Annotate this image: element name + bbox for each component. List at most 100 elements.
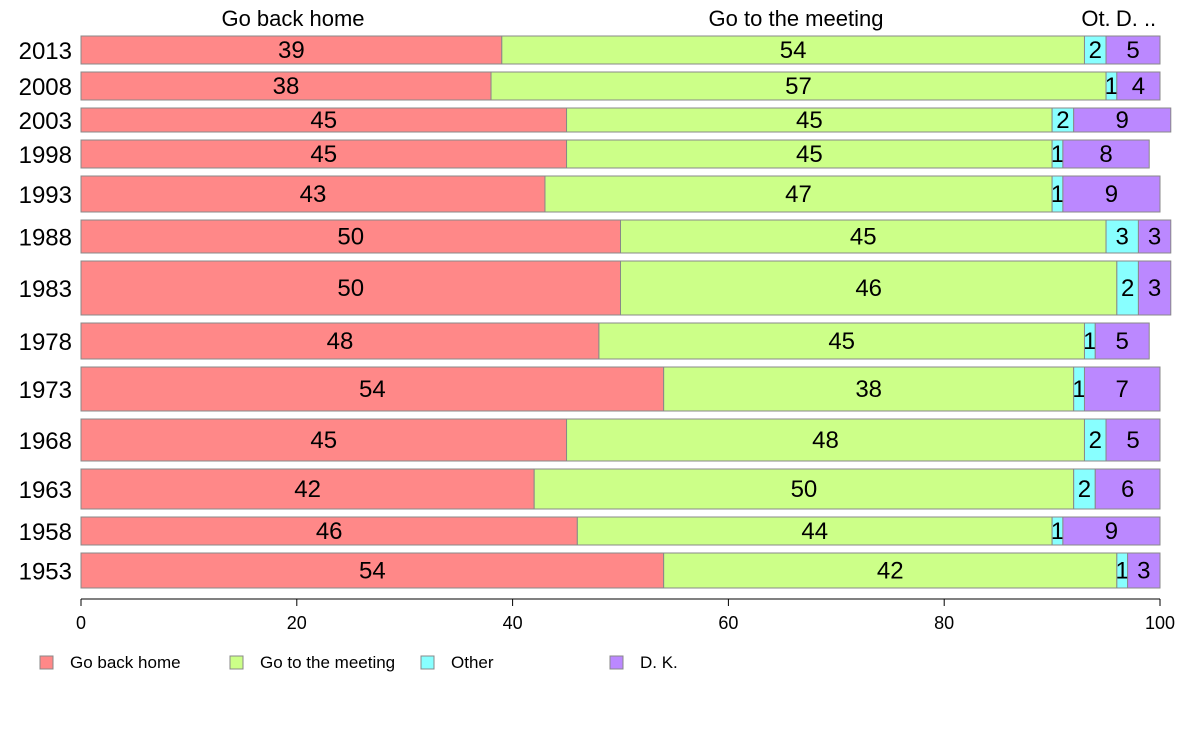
bar-1958-series-3	[1062, 516, 1161, 546]
bar-1963-series-0	[80, 468, 535, 510]
legend: Go back home Go to the meeting Other D. K.	[39, 653, 678, 672]
bar-1993-series-3	[1062, 175, 1161, 213]
year-label-2013: 2013	[19, 38, 72, 65]
data-label-1973-series-0: 54	[359, 376, 386, 403]
year-label-1993: 1993	[19, 182, 72, 209]
data-label-1988-series-1: 45	[850, 224, 877, 251]
data-label-2008-series-1: 57	[785, 73, 812, 100]
x-tick-label-60: 60	[718, 613, 738, 633]
data-label-1953-series-2: 1	[1116, 558, 1129, 585]
data-label-1963-series-2: 2	[1078, 476, 1091, 503]
data-label-1993-series-2: 1	[1051, 181, 1064, 208]
year-label-1973: 1973	[19, 377, 72, 404]
bar-2008-series-3	[1116, 71, 1161, 101]
data-label-1988-series-2: 3	[1116, 224, 1129, 251]
data-label-1953-series-3: 3	[1137, 558, 1150, 585]
data-label-1968-series-1: 48	[812, 427, 839, 454]
bar-1968-series-1	[566, 418, 1085, 462]
legend-swatch-1	[229, 655, 244, 670]
year-label-2008: 2008	[19, 74, 72, 101]
data-label-1993-series-3: 9	[1105, 181, 1118, 208]
bar-1983-series-0	[80, 260, 621, 316]
year-label-1968: 1968	[19, 428, 72, 455]
data-label-1998-series-2: 1	[1051, 141, 1064, 168]
bar-1958-series-1	[576, 516, 1053, 546]
legend-label-0: Go back home	[70, 653, 181, 672]
legend-label-2: Other	[451, 653, 494, 672]
data-label-1953-series-1: 42	[877, 558, 904, 585]
x-tick-label-80: 80	[934, 613, 954, 633]
bar-1973-series-1	[663, 366, 1075, 412]
bar-1983-series-3	[1137, 260, 1172, 316]
column-header-2: Ot.	[1081, 6, 1110, 31]
data-label-1973-series-1: 38	[855, 376, 882, 403]
bar-1998-series-1	[566, 139, 1053, 169]
column-headers: Go back home Go to the meeting Ot. D. ..	[221, 6, 1156, 31]
bar-1953-series-0	[80, 552, 665, 589]
data-label-1958-series-1: 44	[801, 518, 828, 545]
data-label-2003-series-1: 45	[796, 107, 823, 134]
bar-2008-series-1	[490, 71, 1107, 101]
data-label-1953-series-0: 54	[359, 558, 386, 585]
x-tick-label-100: 100	[1145, 613, 1175, 633]
data-label-1988-series-3: 3	[1148, 224, 1161, 251]
bar-2013-series-3	[1105, 35, 1161, 65]
data-label-1983-series-3: 3	[1148, 275, 1161, 302]
legend-label-3: D. K.	[640, 653, 678, 672]
year-label-1953: 1953	[19, 559, 72, 586]
bar-1998-series-3	[1062, 139, 1150, 169]
bar-2013-series-0	[80, 35, 503, 65]
year-label-1983: 1983	[19, 276, 72, 303]
bar-1953-series-1	[663, 552, 1118, 589]
data-label-2008-series-0: 38	[273, 73, 300, 100]
data-label-1973-series-2: 1	[1072, 376, 1085, 403]
data-label-2008-series-3: 4	[1132, 73, 1145, 100]
year-label-2003: 2003	[19, 108, 72, 135]
bar-1998-series-0	[80, 139, 568, 169]
x-tick-label-20: 20	[287, 613, 307, 633]
data-label-1983-series-0: 50	[337, 275, 364, 302]
x-tick-label-0: 0	[76, 613, 86, 633]
bar-1973-series-3	[1083, 366, 1161, 412]
bar-1993-series-1	[544, 175, 1053, 213]
bar-1963-series-3	[1094, 468, 1161, 510]
data-label-1978-series-3: 5	[1116, 328, 1129, 355]
bar-1978-series-0	[80, 322, 600, 360]
data-label-2003-series-0: 45	[310, 107, 337, 134]
bar-1968-series-3	[1105, 418, 1161, 462]
bar-1978-series-3	[1094, 322, 1150, 360]
year-label-1958: 1958	[19, 519, 72, 546]
bar-1983-series-1	[620, 260, 1118, 316]
data-label-1968-series-3: 5	[1126, 427, 1139, 454]
legend-swatch-0	[39, 655, 54, 670]
data-label-2013-series-2: 2	[1089, 37, 1102, 64]
data-label-1963-series-0: 42	[294, 476, 321, 503]
data-label-1998-series-3: 8	[1099, 141, 1112, 168]
bar-2003-series-3	[1073, 107, 1172, 133]
bar-1988-series-0	[80, 219, 621, 254]
data-label-1978-series-2: 1	[1083, 328, 1096, 355]
data-label-1963-series-1: 50	[791, 476, 818, 503]
data-label-2003-series-2: 2	[1056, 107, 1069, 134]
data-label-1983-series-2: 2	[1121, 275, 1134, 302]
data-label-2013-series-1: 54	[780, 37, 807, 64]
column-header-0: Go back home	[221, 6, 364, 31]
legend-swatch-3	[609, 655, 624, 670]
bar-1978-series-1	[598, 322, 1085, 360]
data-label-1968-series-2: 2	[1089, 427, 1102, 454]
year-label-1988: 1988	[19, 225, 72, 252]
data-label-1998-series-1: 45	[796, 141, 823, 168]
data-label-1983-series-1: 46	[855, 275, 882, 302]
year-label-1978: 1978	[19, 329, 72, 356]
data-label-1993-series-0: 43	[300, 181, 327, 208]
column-header-3: D. ..	[1116, 6, 1156, 31]
data-label-1958-series-0: 46	[316, 518, 343, 545]
bar-2003-series-0	[80, 107, 568, 133]
data-label-1998-series-0: 45	[310, 141, 337, 168]
data-label-1958-series-3: 9	[1105, 518, 1118, 545]
data-label-1973-series-3: 7	[1116, 376, 1129, 403]
data-label-1978-series-1: 45	[828, 328, 855, 355]
year-labels: 2013 2008 2003 1998 1993 1988 1983 1978 1973 1968…	[19, 38, 72, 586]
data-label-2008-series-2: 1	[1105, 73, 1118, 100]
